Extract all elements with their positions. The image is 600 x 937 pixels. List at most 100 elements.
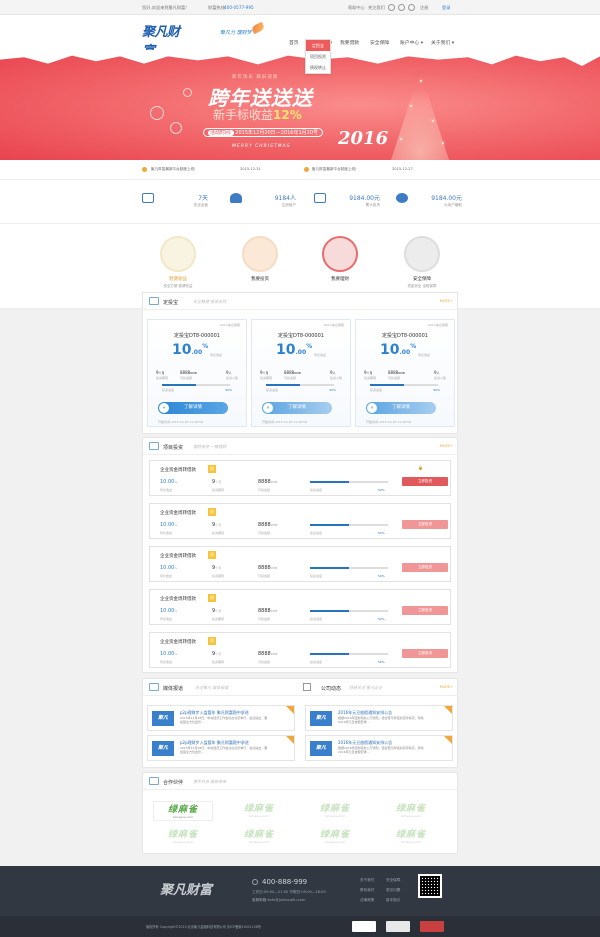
trust-badge-icon[interactable] xyxy=(352,921,376,932)
site-logo[interactable]: 聚凡财富 JUFAN CAIFU.COM xyxy=(142,25,180,63)
copyright: 版权所有 Copyright©2015 北京聚凡金融科技有限公司 京ICP备案1… xyxy=(146,925,261,929)
news-section: 媒体报道 关注聚凡 媒体报道 公司动态 财经关注 聚凡企业 MORE+ 聚凡 p… xyxy=(142,678,458,768)
project-row[interactable]: 企业资金周转借款 质 10.00% 9个月 8888RMB 年化收益 投资期限 可投金额 投资进… xyxy=(149,546,451,582)
hotline-label: 财富热线: xyxy=(208,5,227,10)
invest-dropdown: 定投宝 项目投资 债权转让 xyxy=(305,39,331,74)
stats-bar: 7天 安全运营 9184人 注册用户 9184.00元 累计投资 9184.00元 为用… xyxy=(0,180,600,224)
register-link[interactable]: 注册 xyxy=(420,5,429,10)
term-label: 投资期限 xyxy=(212,574,225,578)
news-item[interactable]: 聚凡 2016年元旦放假通知安排公告 根据2016年国务院办公厅通知，结合聚凡财… xyxy=(305,705,453,731)
dingtou-icon xyxy=(149,297,159,305)
nav-home[interactable]: 首页 xyxy=(289,41,299,46)
safe-icon xyxy=(404,236,440,272)
footer-link[interactable]: 法律政策 xyxy=(360,898,375,902)
term-label: 投资期限 xyxy=(212,531,225,535)
nav-borrow[interactable]: 我要借款 xyxy=(340,41,360,46)
nav-about[interactable]: 关于我们 ▾ xyxy=(431,41,455,46)
partner-logo[interactable]: 绿麻雀 lvmaque.com xyxy=(243,804,274,818)
qq-icon[interactable] xyxy=(408,4,415,11)
more-link[interactable]: MORE+ xyxy=(439,685,453,689)
product-card[interactable]: 100%本息保障 定投宝DT8-000001 10.00% 年化收益 9个月 投资… xyxy=(147,319,247,427)
invest-now-button[interactable]: 立即投资 xyxy=(402,606,448,615)
partner-logo[interactable]: 绿麻雀 lvmaque.com xyxy=(395,830,426,844)
trust-badge-icon[interactable] xyxy=(420,921,444,932)
stat-item: 9184.00元 累计投资 xyxy=(314,189,384,213)
banner-tagline: 新年快乐 辞旧迎新 xyxy=(232,75,279,80)
project-rate: 10.00% xyxy=(160,608,178,614)
partner-logo[interactable]: 绿麻雀 lvmaque.com xyxy=(319,830,350,844)
project-row[interactable]: 企业资金周转借款 质 10.00% 9个月 8888RMB 年化收益 投资期限 可投金额 投资进… xyxy=(149,589,451,625)
news-item[interactable]: 聚凡 p2p理财步入监管年 聚凡财富稳中求进 2015年12月28日，中央经济工… xyxy=(147,705,295,731)
progress-bar xyxy=(162,384,230,386)
news-item[interactable]: 聚凡 p2p理财步入监管年 聚凡财富稳中求进 2015年12月28日，中央经济工… xyxy=(147,735,295,761)
notice-link[interactable]: 聚凡财富最新平台制度上线! xyxy=(312,167,357,171)
partner-logo[interactable]: 绿麻雀 lvmaque.com xyxy=(153,801,213,821)
feature-item[interactable]: 我要投资 xyxy=(230,236,290,284)
feature-item[interactable]: 安全保障 资金安全 全程保障 xyxy=(392,236,452,289)
partner-logo[interactable]: 绿麻雀 lvmaque.com xyxy=(167,830,198,844)
details-button[interactable]: » 了解详情 xyxy=(366,402,436,414)
project-term: 9个月 xyxy=(212,608,222,614)
dropdown-item-transfer[interactable]: 债权转让 xyxy=(310,65,326,70)
footer-logo: 聚凡财富 xyxy=(160,883,213,898)
notice-icon xyxy=(142,167,147,172)
project-row[interactable]: 企业资金周转借款 质 10.00% 9个月 8888RMB 年化收益 投资期限 可投金额 投资进… xyxy=(149,503,451,539)
progress-bar xyxy=(266,384,334,386)
invest-now-button[interactable]: 立即投资 xyxy=(402,649,448,658)
dropdown-item-project[interactable]: 项目投资 xyxy=(310,54,326,59)
pledge-badge: 质 xyxy=(208,637,216,645)
banner-title: 跨年送送送 xyxy=(208,86,313,110)
chart-icon xyxy=(160,236,196,272)
project-row[interactable]: 企业资金周转借款 质 🔒 10.00% 9个月 8888RMB 年化收益 投资期限 可投金额 投资… xyxy=(149,460,451,496)
footer-link[interactable]: 常见问题 xyxy=(386,888,401,892)
amount-label: 可投金额 xyxy=(258,660,271,664)
basket-icon xyxy=(314,193,326,203)
news-item[interactable]: 聚凡 2016年元旦放假通知安排公告 根据2016年国务院办公厅通知，结合聚凡财… xyxy=(305,735,453,761)
footer-link[interactable]: 联系我们 xyxy=(360,888,375,892)
hero-banner[interactable]: 新年快乐 辞旧迎新 跨年送送送 新手标收益12% 活动时间: 2015年12月2… xyxy=(0,50,600,160)
more-link[interactable]: MORE+ xyxy=(439,444,453,448)
project-row[interactable]: 企业资金周转借款 质 10.00% 9个月 8888RMB 年化收益 投资期限 可投金额 投资进… xyxy=(149,632,451,668)
progress-percent: 50% xyxy=(378,488,385,492)
trust-badge-icon[interactable] xyxy=(386,921,410,932)
christmas-tree xyxy=(382,70,458,160)
partner-logo[interactable]: 绿麻雀 lvmaque.com xyxy=(319,804,350,818)
details-button[interactable]: » 了解详情 xyxy=(262,402,332,414)
feature-item[interactable]: 稳健收益 安全方便 稳健收益 xyxy=(148,236,208,289)
login-link[interactable]: 登录 xyxy=(442,5,451,10)
more-link[interactable]: MORE+ xyxy=(439,299,453,303)
notice-date: 2015-12-31 xyxy=(240,167,261,171)
details-button[interactable]: » 了解详情 xyxy=(158,402,228,414)
partner-logo[interactable]: 绿麻雀 lvmaque.com xyxy=(395,804,426,818)
invest-now-button[interactable]: 立即投资 xyxy=(402,520,448,529)
section-header: 定投宝 安全稳健 投资无忧 MORE+ xyxy=(143,293,457,310)
wechat-icon[interactable] xyxy=(398,4,405,11)
footer-link[interactable]: 关于我们 xyxy=(360,878,375,882)
section-header: 项目投资 理财投资 一键理财 MORE+ xyxy=(143,438,457,455)
arrow-right-icon: » xyxy=(263,403,273,413)
product-card[interactable]: 100%本息保障 定投宝DT8-000001 10.00% 年化收益 9个月 投资… xyxy=(251,319,351,427)
nav-security[interactable]: 安全保障 xyxy=(370,41,390,46)
notice-link[interactable]: 聚凡财富最新平台制度上线! xyxy=(151,167,196,171)
progress-bar xyxy=(310,481,388,483)
stat-item: 9184.00元 为用户赚取 xyxy=(396,189,466,213)
term-label: 投资期限 xyxy=(212,488,225,492)
weibo-icon[interactable] xyxy=(388,4,395,11)
invest-now-button[interactable]: 立即投资 xyxy=(402,563,448,572)
feature-item[interactable]: 我要理财 xyxy=(310,236,370,284)
pledge-badge: 质 xyxy=(208,508,216,516)
help-center-link[interactable]: 帮助中心 xyxy=(348,5,365,10)
partner-logo[interactable]: 绿麻雀 lvmaque.com xyxy=(243,830,274,844)
nav-account[interactable]: 账户中心 ▾ xyxy=(400,41,424,46)
progress-percent: 50% xyxy=(378,617,385,621)
project-term: 9个月 xyxy=(212,479,222,485)
rate-label: 年化收益 xyxy=(160,617,173,621)
product-card[interactable]: 100%本息保障 定投宝DT8-000001 10.00% 年化收益 9个月 投资… xyxy=(355,319,455,427)
slogan: 聚凡力 理财梦 xyxy=(220,30,252,36)
dropdown-item-dingtou[interactable]: 定投宝 xyxy=(306,40,330,51)
invest-now-button[interactable]: 立即投资 xyxy=(402,477,448,486)
footer-link[interactable]: 安全保障 xyxy=(386,878,401,882)
footer-link[interactable]: 新手指引 xyxy=(386,898,401,902)
project-rate: 10.00% xyxy=(160,651,178,657)
partners-section: 合作伙伴 携手共进 赢取未来 绿麻雀 lvmaque.com 绿麻雀 lvmaque… xyxy=(142,772,458,854)
